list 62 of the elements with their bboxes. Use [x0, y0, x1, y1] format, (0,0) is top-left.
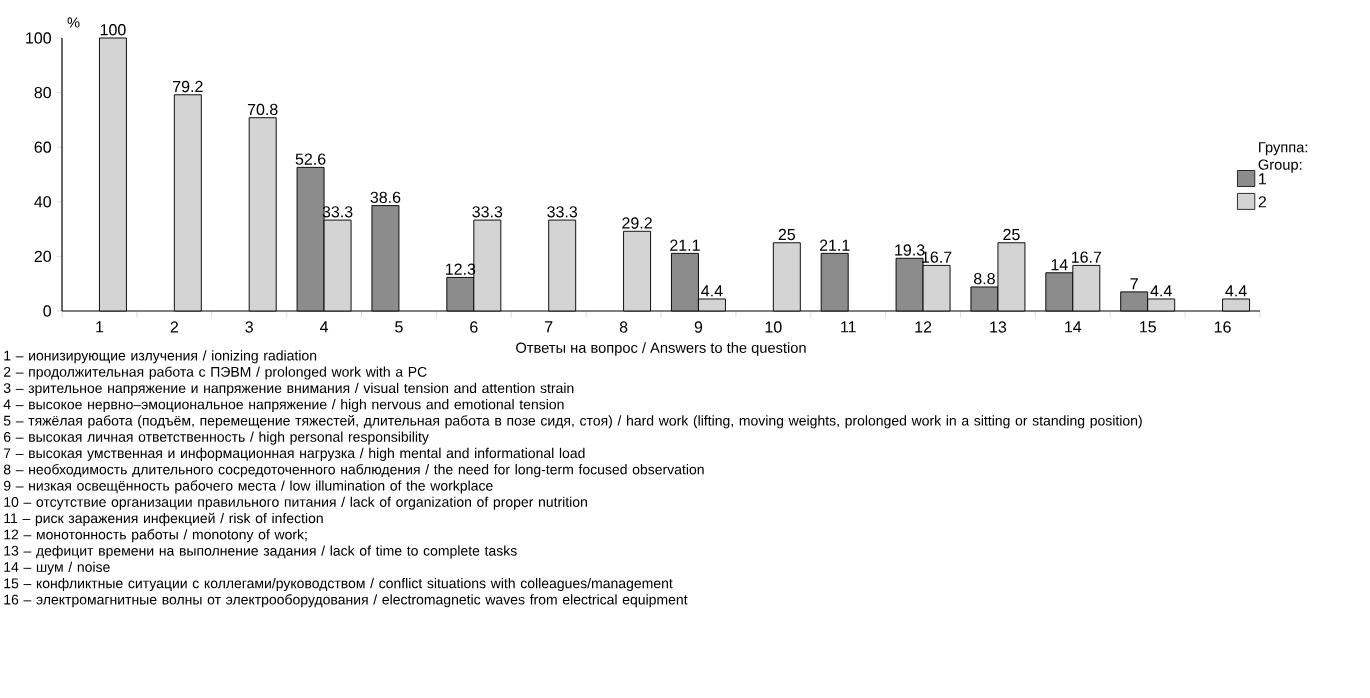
data-label: 79.2 [173, 80, 203, 93]
data-label: 70.8 [247, 103, 278, 116]
y-tick-label: 60 [34, 141, 52, 153]
text: 16 – электромагнитные волны от электрооборудования / electromagnetic waves from electrical equipment [4, 594, 688, 608]
text: 5 – тяжёлая работа (подъём, перемещение тяжестей, длительная работа в позе сидя, стоя) / hard work (lifting, moving weights, prolonged work in a sitting or standing position) [3, 415, 1142, 429]
text: 4 – высокое нервно–эмоциональное напряжение / high nervous and emotional tension [3, 399, 564, 413]
text: 10 – отсутствие организации правильного питания / lack of organization of proper nutrition [4, 496, 587, 510]
y-tick-label: 40 [34, 196, 52, 208]
x-tick-label: 6 [470, 321, 478, 333]
x-tick-label: 1 [96, 321, 104, 333]
data-label: 100 [100, 24, 126, 36]
text: 3 – зрительное напряжение и напряжение внимания / visual tension and attention strain [3, 382, 574, 396]
x-tick-label: 4 [320, 321, 329, 333]
data-label: 7 [1130, 278, 1138, 290]
x-tick-label: 3 [245, 321, 253, 333]
legend-label: 2 [1258, 196, 1266, 208]
data-label: 4.4 [701, 285, 723, 297]
x-tick-label: 7 [545, 321, 553, 333]
x-tick-label: 15 [1140, 321, 1156, 333]
legend-title: Группа: Group: [1258, 142, 1308, 173]
data-label: 14 [1051, 259, 1068, 271]
data-label: 33.3 [547, 206, 578, 218]
x-tick-label: 2 [170, 321, 178, 333]
y-tick-label: 20 [34, 250, 52, 263]
x-tick-label: 10 [765, 321, 782, 333]
text: 11 – риск заражения инфекцией / risk of infection [4, 512, 323, 526]
x-tick-label: 5 [395, 321, 403, 333]
legend-label: 1 [1259, 173, 1266, 185]
x-tick-label: 11 [841, 321, 856, 333]
data-label: 25 [778, 228, 796, 241]
x-tick-label: 13 [990, 321, 1007, 333]
data-label: 4.4 [1150, 285, 1172, 297]
x-tick-label: 16 [1214, 321, 1231, 333]
x-tick-label: 14 [1065, 321, 1082, 333]
data-label: 29.2 [622, 217, 652, 229]
text: 8 – необходимость длительного сосредоточенного наблюдения / the need for long-term focused observation [3, 463, 704, 478]
y-tick-label: 80 [34, 86, 52, 99]
text: 2 – продолжительная работа с ПЭВМ / prolonged work with a PC [3, 366, 427, 380]
data-label: 38.6 [370, 191, 401, 203]
data-label: 4.4 [1225, 285, 1247, 297]
data-label: 16.7 [1071, 251, 1102, 263]
text: 6 – высокая личная ответственность / high personal responsibility [3, 431, 429, 445]
data-label: 25 [1003, 228, 1020, 241]
y-tick-label: 100 [26, 32, 52, 44]
text: 9 – низкая освещённость рабочего места / low illumination of the workplace [3, 480, 493, 494]
data-label: 21.1 [670, 239, 700, 251]
x-tick-label: 8 [619, 321, 628, 333]
y-axis-title: % [67, 17, 80, 28]
text: 1 – ионизирующие излучения / ionizing radiation [4, 350, 317, 364]
text: 15 – конфликтные ситуации с коллегами/руководством / conflict situations with colleagues/management [4, 577, 673, 592]
text: 12 – монотонность работы / monotony of work; [4, 529, 307, 543]
text: 7 – высокая умственная и информационная нагрузка / high mental and informational load [3, 447, 585, 461]
x-axis-title: Ответы на вопрос / Answers to the question [516, 342, 806, 356]
text: 14 – шум / noise [4, 561, 110, 575]
x-tick-label: 9 [694, 321, 703, 333]
data-label: 21.1 [819, 239, 850, 251]
text: 13 – дефицит времени на выполнение задания / lack of time to complete tasks [4, 545, 517, 559]
data-label: 33.3 [472, 206, 503, 218]
data-label: 8.8 [974, 273, 995, 285]
data-label: 52.6 [295, 153, 326, 165]
x-tick-label: 12 [915, 321, 932, 333]
y-tick-label: 0 [43, 305, 52, 317]
